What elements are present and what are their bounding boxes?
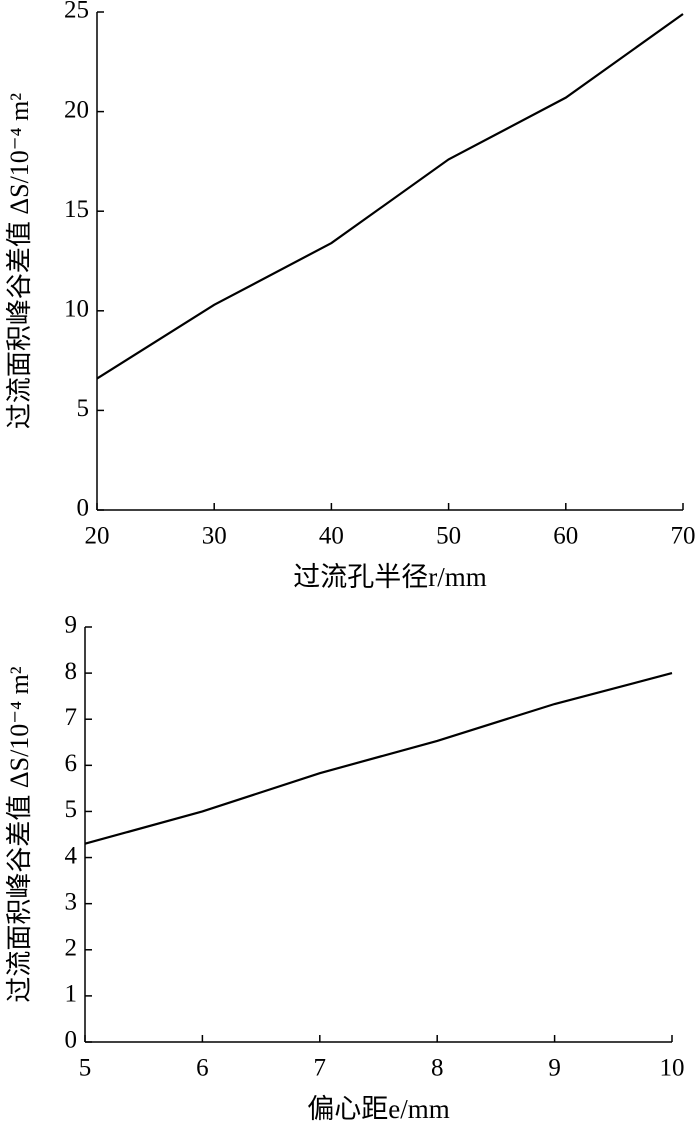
y-tick-label: 20 xyxy=(64,96,89,123)
x-tick-label: 70 xyxy=(671,523,696,550)
y-tick-label: 9 xyxy=(65,612,78,639)
y-axis-label: 过流面积峰谷差值 ΔS/10⁻⁴ m² xyxy=(5,93,34,429)
x-tick-label: 50 xyxy=(436,523,461,550)
x-tick-label: 60 xyxy=(553,523,578,550)
y-tick-label: 7 xyxy=(65,704,78,731)
x-tick-label: 5 xyxy=(79,1055,92,1082)
x-tick-label: 6 xyxy=(196,1055,209,1082)
y-tick-label: 0 xyxy=(65,1027,78,1054)
y-tick-label: 4 xyxy=(65,842,78,869)
y-tick-label: 2 xyxy=(65,935,78,962)
y-tick-label: 5 xyxy=(77,395,90,422)
x-tick-label: 9 xyxy=(548,1055,561,1082)
y-tick-label: 3 xyxy=(65,888,78,915)
y-tick-label: 10 xyxy=(64,296,89,323)
x-tick-label: 40 xyxy=(319,523,344,550)
x-tick-label: 30 xyxy=(202,523,227,550)
x-tick-label: 10 xyxy=(660,1055,685,1082)
y-tick-label: 0 xyxy=(77,495,90,522)
data-line xyxy=(96,13,684,380)
y-tick-label: 8 xyxy=(65,658,78,685)
y-tick-label: 5 xyxy=(65,796,78,823)
x-axis-label: 偏心距e/mm xyxy=(307,1094,450,1124)
y-tick-label: 1 xyxy=(65,981,78,1008)
y-tick-label: 6 xyxy=(65,750,78,777)
y-tick-label: 25 xyxy=(64,0,89,24)
x-axis-label: 过流孔半径r/mm xyxy=(293,562,487,592)
y-tick-label: 15 xyxy=(64,196,89,223)
x-tick-label: 8 xyxy=(431,1055,444,1082)
x-tick-label: 7 xyxy=(314,1055,327,1082)
x-tick-label: 20 xyxy=(85,523,110,550)
y-axis-label: 过流面积峰谷差值 ΔS/10⁻⁴ m² xyxy=(5,666,34,1002)
data-line xyxy=(84,672,673,845)
